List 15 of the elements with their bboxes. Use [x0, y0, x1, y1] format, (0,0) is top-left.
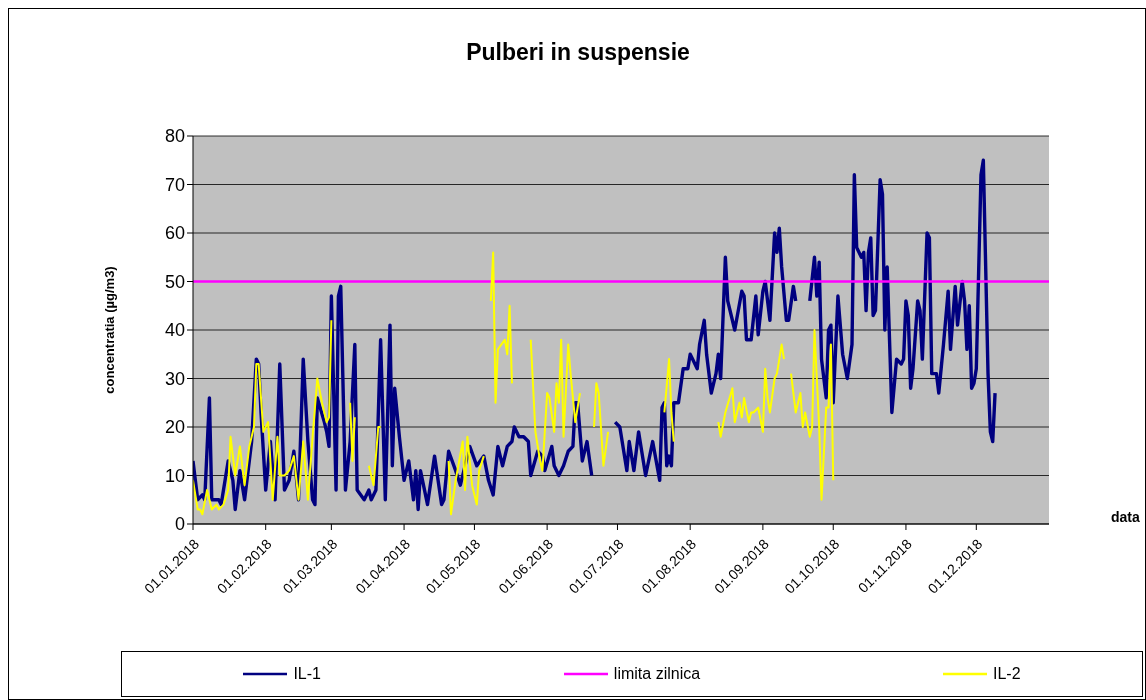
y-tick-label: 80: [164, 126, 185, 147]
y-tick-label: 50: [164, 271, 185, 292]
legend-label: IL-2: [992, 665, 1021, 683]
x-axis-title: data: [1111, 509, 1140, 525]
y-axis-title: concentratia (µg/m3): [101, 266, 117, 394]
legend-label: limita zilnica: [613, 665, 701, 683]
y-tick-label: 20: [164, 417, 185, 438]
y-tick-label: 70: [164, 174, 185, 195]
y-tick-label: 10: [164, 465, 185, 486]
y-tick-label: 40: [164, 320, 185, 341]
y-tick-label: 60: [164, 223, 185, 244]
chart-title: Pulberi in suspensie: [465, 39, 691, 66]
legend-label: IL-1: [293, 665, 321, 683]
y-tick-label: 30: [164, 368, 185, 389]
y-tick-label: 0: [174, 514, 185, 535]
